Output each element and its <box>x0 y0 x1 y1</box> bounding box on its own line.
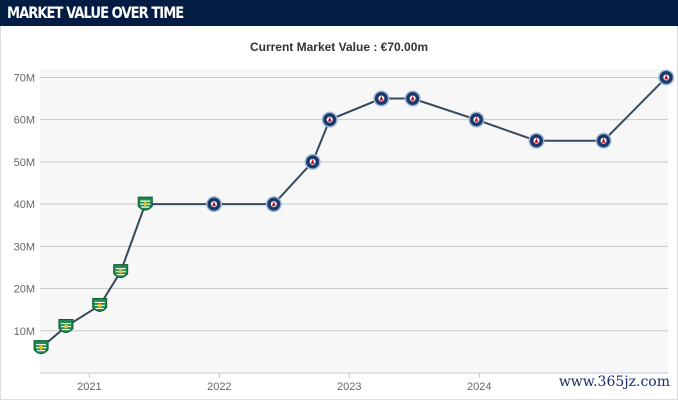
data-point-sporting-badge-icon <box>58 319 74 334</box>
x-tick-label: 2023 <box>337 381 361 393</box>
chart-subtitle: Current Market Value : €70.00m <box>249 40 429 54</box>
data-point-psg-badge-icon <box>373 90 390 107</box>
data-point-psg-badge-icon <box>595 132 612 149</box>
y-tick-label: 70M <box>14 72 35 84</box>
y-tick-label: 60M <box>14 115 35 127</box>
data-point-sporting-badge-icon <box>92 297 108 312</box>
x-tick-label: 2021 <box>77 381 101 393</box>
plot-background <box>40 69 668 373</box>
data-point-psg-badge-icon <box>321 111 338 128</box>
x-tick-label: 2024 <box>467 381 491 393</box>
y-tick-label: 30M <box>14 241 35 253</box>
data-point-psg-badge-icon <box>528 132 545 149</box>
data-point-psg-badge-icon <box>658 69 675 86</box>
y-tick-label: 40M <box>14 199 35 211</box>
data-point-sporting-badge-icon <box>113 264 129 279</box>
data-point-psg-badge-icon <box>205 196 222 213</box>
y-tick-label: 10M <box>14 326 35 338</box>
data-point-psg-badge-icon <box>468 111 485 128</box>
data-point-psg-badge-icon <box>304 153 321 170</box>
data-point-sporting-badge-icon <box>137 196 153 211</box>
data-point-psg-badge-icon <box>404 90 421 107</box>
header-title: MARKET VALUE OVER TIME <box>7 3 184 22</box>
x-tick-label: 2022 <box>207 381 231 393</box>
y-tick-label: 50M <box>14 157 35 169</box>
data-point-sporting-badge-icon <box>33 340 49 355</box>
header-bar: MARKET VALUE OVER TIME <box>0 0 678 26</box>
watermark: www.365jz.com <box>558 374 670 390</box>
y-tick-label: 20M <box>14 284 35 296</box>
data-point-psg-badge-icon <box>265 196 282 213</box>
